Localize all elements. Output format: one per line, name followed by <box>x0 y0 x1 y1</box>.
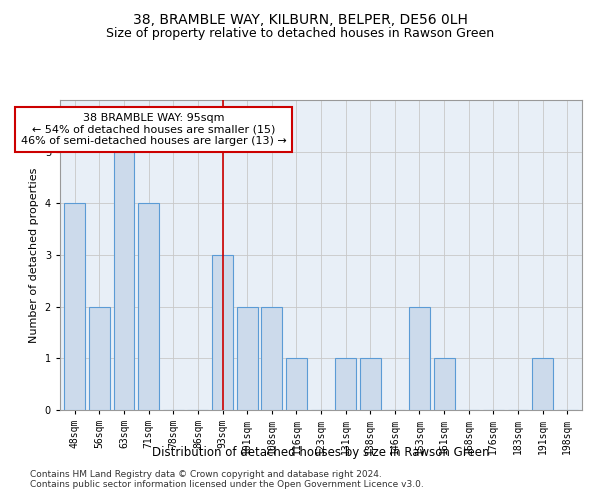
Bar <box>434 358 455 410</box>
Bar <box>113 152 134 410</box>
Text: Contains public sector information licensed under the Open Government Licence v3: Contains public sector information licen… <box>30 480 424 489</box>
Text: Size of property relative to detached houses in Rawson Green: Size of property relative to detached ho… <box>106 28 494 40</box>
Text: 38 BRAMBLE WAY: 95sqm
← 54% of detached houses are smaller (15)
46% of semi-deta: 38 BRAMBLE WAY: 95sqm ← 54% of detached … <box>20 113 286 146</box>
Bar <box>409 306 430 410</box>
Bar <box>89 306 110 410</box>
Text: Contains HM Land Registry data © Crown copyright and database right 2024.: Contains HM Land Registry data © Crown c… <box>30 470 382 479</box>
Bar <box>236 306 257 410</box>
Bar <box>335 358 356 410</box>
Bar <box>138 204 159 410</box>
Bar <box>532 358 553 410</box>
Bar <box>261 306 282 410</box>
Y-axis label: Number of detached properties: Number of detached properties <box>29 168 39 342</box>
Text: Distribution of detached houses by size in Rawson Green: Distribution of detached houses by size … <box>152 446 490 459</box>
Text: 38, BRAMBLE WAY, KILBURN, BELPER, DE56 0LH: 38, BRAMBLE WAY, KILBURN, BELPER, DE56 0… <box>133 12 467 26</box>
Bar <box>286 358 307 410</box>
Bar <box>212 255 233 410</box>
Bar <box>360 358 381 410</box>
Bar <box>64 204 85 410</box>
